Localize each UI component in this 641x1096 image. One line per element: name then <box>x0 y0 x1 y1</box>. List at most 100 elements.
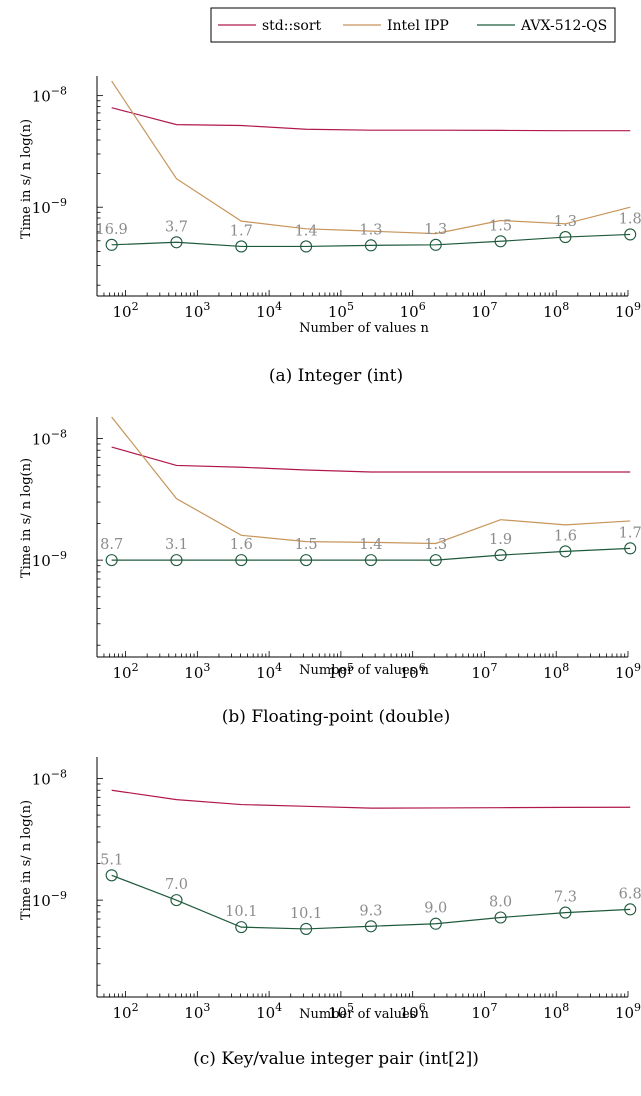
avx-point-marker <box>170 236 183 249</box>
panel-c: 102 103 104 105 106 107 108 109 10−8 10−9 5.1 7.0 10… <box>19 757 641 1069</box>
avx-point-marker <box>300 554 313 567</box>
speedup-data-label: 1.4 <box>359 537 382 553</box>
x-tick-label: 104 <box>256 661 282 682</box>
legend-label-intel-ipp: Intel IPP <box>387 18 449 34</box>
panel-c-caption: (c) Key/value integer pair (int[2]) <box>193 1049 479 1069</box>
y-tick-label: 10−8 <box>32 767 67 788</box>
x-tick-label: 106 <box>400 1001 426 1022</box>
y-tick-label: 10−8 <box>32 85 67 106</box>
avx-point-marker <box>170 894 183 907</box>
speedup-data-label: 6.8 <box>619 886 641 902</box>
series-line-avx-512-qs <box>111 874 631 930</box>
speedup-data-label: 1.5 <box>489 218 512 234</box>
x-tick-label: 107 <box>471 300 497 321</box>
avx-point-marker <box>235 921 248 934</box>
y-tick-label: 10−8 <box>32 427 67 448</box>
avx-point-marker <box>364 554 377 567</box>
speedup-data-label: 1.3 <box>359 222 382 238</box>
avx-point-marker <box>559 231 572 244</box>
speedup-data-label: 1.3 <box>424 537 447 553</box>
avx-point-marker <box>300 240 313 253</box>
x-tick-label: 109 <box>615 661 641 682</box>
x-tick-label: 105 <box>328 300 354 321</box>
avx-point-marker <box>494 235 507 248</box>
speedup-data-label: 7.0 <box>165 877 188 893</box>
speedup-data-label: 10.1 <box>290 906 322 922</box>
x-tick-label: 102 <box>113 1001 139 1022</box>
panel-a: 102 103 104 105 106 107 108 109 10−8 10−9 16.9 3.7 1… <box>19 76 641 386</box>
avx-point-marker <box>494 549 507 562</box>
panel-b: 102 103 104 105 106 107 108 109 10−8 10−9 8.7 3.1 1.… <box>19 416 641 727</box>
series-line-intel-ipp <box>111 80 631 235</box>
series-line-intel-ipp <box>111 416 631 545</box>
speedup-data-label: 3.1 <box>165 537 188 553</box>
x-tick-label: 105 <box>328 1001 354 1022</box>
legend-label-avx512qs: AVX-512-QS <box>520 18 607 34</box>
panel-a-caption: (a) Integer (int) <box>269 366 403 386</box>
speedup-data-label: 1.9 <box>489 532 512 548</box>
speedup-data-label: 1.4 <box>295 223 318 239</box>
avx-point-marker <box>429 238 442 251</box>
panel-a-ylabel: Time in s/ n log(n) <box>19 119 34 239</box>
x-tick-label: 102 <box>113 661 139 682</box>
x-tick-label: 109 <box>615 300 641 321</box>
y-tick-label: 10−9 <box>32 889 67 910</box>
avx-point-marker <box>300 922 313 935</box>
x-tick-label: 106 <box>400 661 426 682</box>
speedup-data-label: 1.3 <box>424 222 447 238</box>
panel-c-ylabel: Time in s/ n log(n) <box>19 800 34 920</box>
avx-point-marker <box>105 869 118 882</box>
x-tick-label: 108 <box>543 300 569 321</box>
x-tick-label: 107 <box>471 1001 497 1022</box>
avx-point-marker <box>559 906 572 919</box>
speedup-data-label: 1.7 <box>230 223 253 239</box>
x-tick-label: 104 <box>256 1001 282 1022</box>
avx-point-marker <box>624 228 637 241</box>
series-line-std-sort <box>111 789 631 809</box>
speedup-data-label: 10.1 <box>225 904 257 920</box>
avx-point-marker <box>105 554 118 567</box>
avx-point-marker <box>235 554 248 567</box>
panel-b-caption: (b) Floating-point (double) <box>222 707 450 727</box>
legend-box <box>210 7 616 43</box>
avx-point-marker <box>364 920 377 933</box>
legend-label-std-sort: std::sort <box>262 18 322 34</box>
speedup-data-label: 1.3 <box>554 214 577 230</box>
series-line-std-sort <box>111 446 631 473</box>
x-tick-label: 108 <box>543 1001 569 1022</box>
speedup-data-label: 1.7 <box>619 525 641 541</box>
x-tick-label: 109 <box>615 1001 641 1022</box>
x-tick-label: 103 <box>184 661 210 682</box>
avx-point-marker <box>624 542 637 555</box>
y-tick-label: 10−9 <box>32 549 67 570</box>
panel-b-xlabel: Number of values n <box>299 663 429 678</box>
avx-point-marker <box>170 554 183 567</box>
y-tick-label: 10−9 <box>32 196 67 217</box>
panel-a-xlabel: Number of values n <box>299 321 429 336</box>
legend: std::sort Intel IPP AVX-512-QS <box>210 7 616 43</box>
x-tick-label: 104 <box>256 300 282 321</box>
avx-point-marker <box>429 554 442 567</box>
panel-b-plot: 102 103 104 105 106 107 108 109 10−8 10−9 8.7 3.1 1.… <box>32 416 641 682</box>
speedup-data-label: 9.0 <box>424 901 447 917</box>
panel-c-xlabel: Number of values n <box>299 1007 429 1022</box>
panel-b-ylabel: Time in s/ n log(n) <box>19 458 34 578</box>
series-line-avx-512-qs <box>111 233 631 248</box>
speedup-data-label: 8.7 <box>100 537 123 553</box>
avx-point-marker <box>559 545 572 558</box>
avx-point-marker <box>235 240 248 253</box>
speedup-data-label: 1.5 <box>295 537 318 553</box>
x-tick-label: 103 <box>184 1001 210 1022</box>
x-tick-label: 108 <box>543 661 569 682</box>
speedup-data-label: 8.0 <box>489 895 512 911</box>
x-tick-label: 102 <box>113 300 139 321</box>
series-line-std-sort <box>111 107 631 132</box>
x-tick-label: 103 <box>184 300 210 321</box>
speedup-data-label: 3.7 <box>165 219 188 235</box>
speedup-data-label: 1.6 <box>230 537 253 553</box>
speedup-data-label: 1.8 <box>619 211 641 227</box>
avx-point-marker <box>105 238 118 251</box>
speedup-data-label: 7.3 <box>554 890 577 906</box>
speedup-data-label: 9.3 <box>359 903 382 919</box>
